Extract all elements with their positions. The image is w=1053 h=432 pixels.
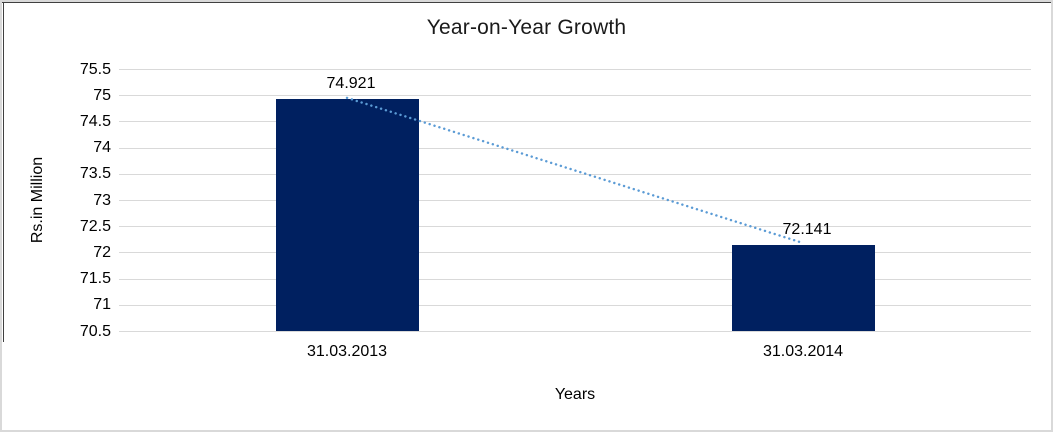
gridline xyxy=(119,121,1031,123)
bar-31.03.2013 xyxy=(275,99,419,331)
x-axis-title: Years xyxy=(554,386,596,403)
gridline xyxy=(119,278,1031,280)
gridline xyxy=(119,95,1031,97)
y-tick-label: 70.5 xyxy=(79,322,111,340)
gridline xyxy=(119,69,1031,70)
gridline xyxy=(119,226,1031,228)
y-tick-label: 71.5 xyxy=(79,270,111,288)
y-tick-label: 73.5 xyxy=(79,165,111,183)
x-axis-ticks: 31.03.2013 31.03.2014 xyxy=(119,343,1031,363)
trendline xyxy=(345,96,805,245)
chart-title: Year-on-Year Growth xyxy=(426,16,627,39)
y-tick-label: 74.5 xyxy=(79,112,111,130)
gridline xyxy=(119,331,1031,332)
gridline xyxy=(119,252,1031,254)
plot-area: 74.921 72.141 xyxy=(119,69,1031,332)
y-axis-ticks: 75.5 75 74.5 74 73.5 73 72.5 72 71.5 71 70.5 xyxy=(2,61,111,340)
gridline xyxy=(119,304,1031,306)
gridline xyxy=(119,173,1031,175)
y-tick-label: 75.5 xyxy=(79,60,111,78)
x-tick-label: 31.03.2013 xyxy=(306,343,388,360)
y-tick-label: 73 xyxy=(93,191,111,209)
frame-inner-border-top xyxy=(2,2,1051,3)
y-tick-label: 72 xyxy=(93,243,111,261)
y-tick-label: 71 xyxy=(93,296,111,314)
gridline xyxy=(119,200,1031,201)
y-tick-label: 72.5 xyxy=(79,217,111,235)
bar-value-label: 72.141 xyxy=(782,221,832,238)
gridline xyxy=(119,147,1031,149)
bar-31.03.2014 xyxy=(731,245,875,331)
y-tick-label: 74 xyxy=(93,139,111,157)
y-tick-label: 75 xyxy=(93,86,111,104)
bar-value-label: 74.921 xyxy=(326,75,376,93)
x-tick-label: 31.03.2014 xyxy=(762,343,844,360)
frame-inner-border-left xyxy=(3,2,4,342)
